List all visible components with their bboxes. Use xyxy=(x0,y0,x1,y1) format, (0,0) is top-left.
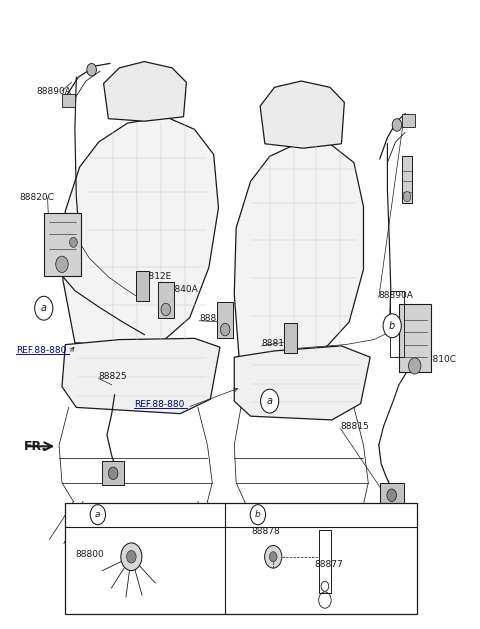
Circle shape xyxy=(121,543,142,571)
Circle shape xyxy=(392,119,402,131)
Text: 88890A: 88890A xyxy=(379,291,414,300)
Text: 88877: 88877 xyxy=(314,560,343,569)
Text: a: a xyxy=(41,303,47,313)
Circle shape xyxy=(264,545,282,568)
Text: 88800: 88800 xyxy=(75,550,104,559)
Circle shape xyxy=(408,358,421,374)
Text: 88830A: 88830A xyxy=(199,314,234,323)
Text: 88812E: 88812E xyxy=(262,339,296,348)
Circle shape xyxy=(161,303,170,316)
Text: a: a xyxy=(95,510,101,519)
Polygon shape xyxy=(260,81,344,148)
Circle shape xyxy=(261,389,279,413)
Text: a: a xyxy=(267,396,273,406)
Circle shape xyxy=(35,296,53,320)
Circle shape xyxy=(387,489,396,501)
Bar xyxy=(62,94,75,108)
Text: 88825: 88825 xyxy=(99,372,127,381)
Text: REF.88-880: REF.88-880 xyxy=(16,347,66,355)
Bar xyxy=(157,282,174,318)
Polygon shape xyxy=(104,62,186,121)
Bar xyxy=(217,302,233,338)
Bar xyxy=(65,503,417,615)
Text: FR.: FR. xyxy=(24,440,47,453)
Text: 88890A: 88890A xyxy=(36,87,72,96)
Bar xyxy=(390,291,404,357)
Bar xyxy=(402,156,412,203)
Circle shape xyxy=(56,256,68,272)
Bar xyxy=(136,270,149,301)
Circle shape xyxy=(383,314,401,338)
Circle shape xyxy=(87,64,96,76)
Bar xyxy=(102,461,124,485)
Text: 88815: 88815 xyxy=(340,421,369,431)
Text: 88812E: 88812E xyxy=(137,272,171,281)
Polygon shape xyxy=(234,346,370,420)
Polygon shape xyxy=(62,338,220,414)
Text: 88810C: 88810C xyxy=(422,355,457,364)
Text: b: b xyxy=(255,510,261,519)
Polygon shape xyxy=(63,117,218,346)
Circle shape xyxy=(90,504,106,525)
Polygon shape xyxy=(234,144,363,360)
Circle shape xyxy=(269,552,277,562)
Circle shape xyxy=(220,323,230,336)
Circle shape xyxy=(127,550,136,563)
Text: 88878: 88878 xyxy=(252,527,280,536)
Circle shape xyxy=(403,191,411,201)
Text: 88840A: 88840A xyxy=(163,285,198,294)
Circle shape xyxy=(108,467,118,479)
Bar xyxy=(44,213,81,276)
Bar xyxy=(399,304,432,372)
Bar xyxy=(284,323,298,353)
Text: 88820C: 88820C xyxy=(19,193,54,203)
Text: REF.88-880: REF.88-880 xyxy=(134,401,184,409)
Circle shape xyxy=(70,237,77,247)
Circle shape xyxy=(250,504,265,525)
Text: b: b xyxy=(389,321,396,331)
Bar xyxy=(402,114,415,128)
Bar xyxy=(319,530,331,593)
Bar xyxy=(380,482,404,508)
